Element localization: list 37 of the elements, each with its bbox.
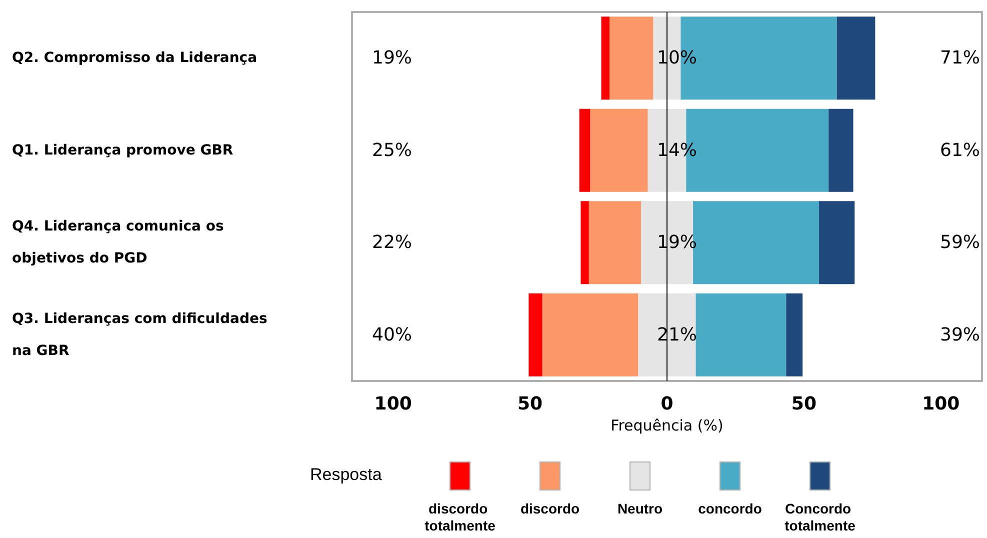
legend-label: Neutro <box>617 500 663 516</box>
bar <box>601 16 610 100</box>
annotation: 61% <box>940 140 980 161</box>
bar <box>580 201 589 284</box>
annotation: 71% <box>940 48 980 69</box>
annotation: 40% <box>372 324 412 346</box>
legend-label: Concordo totalmente <box>784 500 856 534</box>
annotation: 59% <box>940 232 980 254</box>
bar <box>819 201 855 284</box>
bar <box>696 293 786 376</box>
x-tick-label: 50 <box>518 394 543 414</box>
bar <box>579 108 590 192</box>
annotation: 25% <box>372 140 412 161</box>
x-tick-label: 0 <box>660 394 674 414</box>
legend-label: discordo totalmente <box>424 500 496 534</box>
legend-title: Resposta <box>310 465 382 484</box>
bar <box>542 293 638 376</box>
x-axis-title: Frequência (%) <box>610 416 724 434</box>
y-tick-label: Q1. Liderança promove GBR <box>12 142 234 158</box>
annotation: 19% <box>372 48 412 69</box>
bar <box>590 108 648 192</box>
legend-label: concordo <box>698 500 762 516</box>
bar <box>609 16 654 100</box>
bar <box>786 293 803 376</box>
legend-label: discordo <box>520 500 580 516</box>
annotation: 22% <box>372 232 412 254</box>
y-tick-label: Q2. Compromisso da Liderança <box>12 50 258 66</box>
x-tick-label: 50 <box>791 394 816 414</box>
bar <box>828 108 854 192</box>
bar <box>528 293 542 376</box>
y-tick-label: Q3. Lideranças com dificuldades na GBR <box>12 310 272 359</box>
annotation: 39% <box>940 324 980 346</box>
y-tick-label: Q4. Liderança comunica os objetivos do PGD <box>12 218 229 267</box>
bar <box>836 16 876 100</box>
x-tick-label: 100 <box>374 394 412 414</box>
x-tick-label: 100 <box>922 394 960 414</box>
bar <box>588 201 641 284</box>
